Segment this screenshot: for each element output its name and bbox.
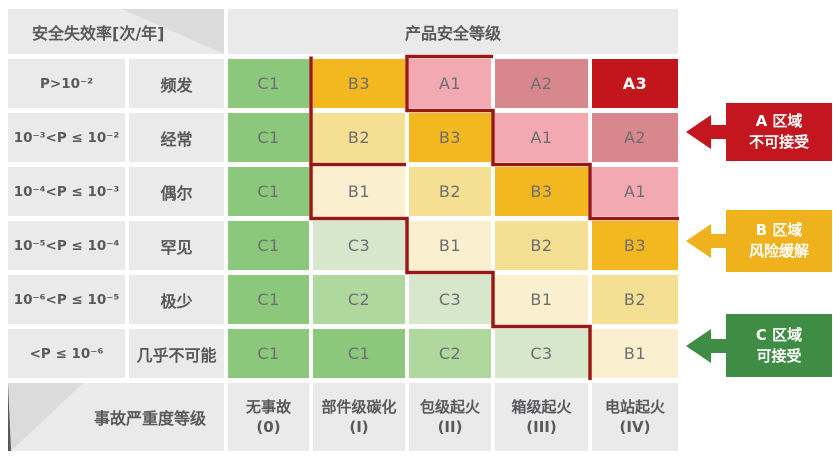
severity-grade: (0) bbox=[256, 418, 281, 436]
frequency-label: 几乎不可能 bbox=[129, 329, 224, 378]
legend-zone-title: B 区域 bbox=[755, 221, 803, 239]
severity-grade: (IV) bbox=[619, 418, 651, 436]
severity-name: 无事故 bbox=[245, 397, 291, 416]
risk-matrix-table: 安全失效率[次/年] 产品安全等级 P>10⁻² 频发 C1 B3 A1 A2 … bbox=[8, 9, 678, 451]
matrix-cell: B2 bbox=[313, 113, 405, 162]
matrix-cell: B1 bbox=[495, 275, 588, 324]
frequency-label: 经常 bbox=[129, 113, 224, 162]
matrix-cell: C2 bbox=[409, 329, 491, 378]
frequency-label: 偶尔 bbox=[129, 167, 224, 216]
matrix-cell: C3 bbox=[409, 275, 491, 324]
matrix-cell: C1 bbox=[228, 275, 309, 324]
matrix-cell: A1 bbox=[495, 113, 588, 162]
severity-column-header: 电站起火 (IV) bbox=[592, 383, 678, 451]
severity-grade: (III) bbox=[526, 418, 557, 436]
frequency-label: 极少 bbox=[129, 275, 224, 324]
left-arrow-icon bbox=[686, 328, 726, 363]
matrix-cell: B1 bbox=[313, 167, 405, 216]
matrix-cell: B2 bbox=[409, 167, 491, 216]
matrix-cell: A2 bbox=[592, 113, 678, 162]
severity-header-cell: 事故严重度等级 bbox=[8, 383, 224, 451]
legend-zone-c: C 区域 可接受 bbox=[686, 314, 832, 377]
severity-name: 部件级碳化 bbox=[321, 397, 397, 416]
legend-zone-desc: 风险缓解 bbox=[748, 242, 809, 260]
matrix-cell: C1 bbox=[228, 221, 309, 270]
matrix-cell: C1 bbox=[313, 329, 405, 378]
frequency-label: 罕见 bbox=[129, 221, 224, 270]
safety-level-label: 产品安全等级 bbox=[404, 23, 501, 43]
safety-level-header-cell: 产品安全等级 bbox=[228, 9, 678, 54]
probability-range: P>10⁻² bbox=[8, 59, 125, 108]
legend-zone-a-box: A 区域 不可接受 bbox=[726, 103, 832, 161]
matrix-cell: C3 bbox=[495, 329, 588, 378]
severity-name: 箱级起火 bbox=[511, 397, 572, 416]
probability-range: 10⁻³<P ≤ 10⁻² bbox=[8, 113, 125, 162]
severity-grade: (II) bbox=[437, 418, 463, 436]
legend-zone-title: C 区域 bbox=[755, 325, 803, 344]
legend-zone-b: B 区域 风险缓解 bbox=[686, 210, 832, 272]
matrix-cell: B2 bbox=[495, 221, 588, 270]
matrix-cell: C1 bbox=[228, 167, 309, 216]
failure-rate-header-cell: 安全失效率[次/年] bbox=[8, 9, 224, 54]
matrix-cell: B3 bbox=[409, 113, 491, 162]
legend-zone-b-box: B 区域 风险缓解 bbox=[726, 210, 832, 272]
severity-name: 电站起火 bbox=[604, 397, 665, 416]
legend-zone-desc: 可接受 bbox=[756, 346, 802, 365]
matrix-cell: C1 bbox=[228, 329, 309, 378]
left-arrow-icon bbox=[686, 115, 726, 149]
matrix-cell: A2 bbox=[495, 59, 588, 108]
severity-column-header: 包级起火 (II) bbox=[409, 383, 491, 451]
probability-range: 10⁻⁴<P ≤ 10⁻³ bbox=[8, 167, 125, 216]
matrix-cell: C2 bbox=[313, 275, 405, 324]
legend-zone-title: A 区域 bbox=[755, 112, 803, 130]
matrix-cell: A1 bbox=[592, 167, 678, 216]
matrix-cell: B3 bbox=[592, 221, 678, 270]
failure-rate-label: 安全失效率[次/年] bbox=[32, 23, 165, 43]
probability-range: <P ≤ 10⁻⁶ bbox=[8, 329, 125, 378]
legend-zone-a: A 区域 不可接受 bbox=[686, 102, 832, 162]
matrix-cell: B1 bbox=[409, 221, 491, 270]
probability-range: 10⁻⁵<P ≤ 10⁻⁴ bbox=[8, 221, 125, 270]
diagonal-corner-decoration bbox=[8, 383, 83, 451]
matrix-cell: B2 bbox=[592, 275, 678, 324]
matrix-cell: C1 bbox=[228, 113, 309, 162]
matrix-cell: B3 bbox=[313, 59, 405, 108]
matrix-cell: C1 bbox=[228, 59, 309, 108]
left-arrow-icon bbox=[686, 224, 726, 258]
diagonal-corner-decoration bbox=[122, 9, 224, 54]
frequency-label: 频发 bbox=[129, 59, 224, 108]
legend-zone-desc: 不可接受 bbox=[748, 133, 809, 151]
matrix-cell: C3 bbox=[313, 221, 405, 270]
severity-column-header: 无事故 (0) bbox=[228, 383, 309, 451]
severity-label: 事故严重度等级 bbox=[93, 409, 206, 428]
legend-zone-c-box: C 区域 可接受 bbox=[726, 314, 832, 377]
matrix-cell: A1 bbox=[409, 59, 491, 108]
severity-column-header: 箱级起火 (III) bbox=[495, 383, 588, 451]
matrix-cell: B1 bbox=[592, 329, 678, 378]
probability-range: 10⁻⁶<P ≤ 10⁻⁵ bbox=[8, 275, 125, 324]
severity-name: 包级起火 bbox=[419, 397, 480, 416]
matrix-cell: A3 bbox=[592, 59, 678, 108]
severity-column-header: 部件级碳化 (I) bbox=[313, 383, 405, 451]
matrix-cell: B3 bbox=[495, 167, 588, 216]
severity-grade: (I) bbox=[349, 418, 369, 436]
